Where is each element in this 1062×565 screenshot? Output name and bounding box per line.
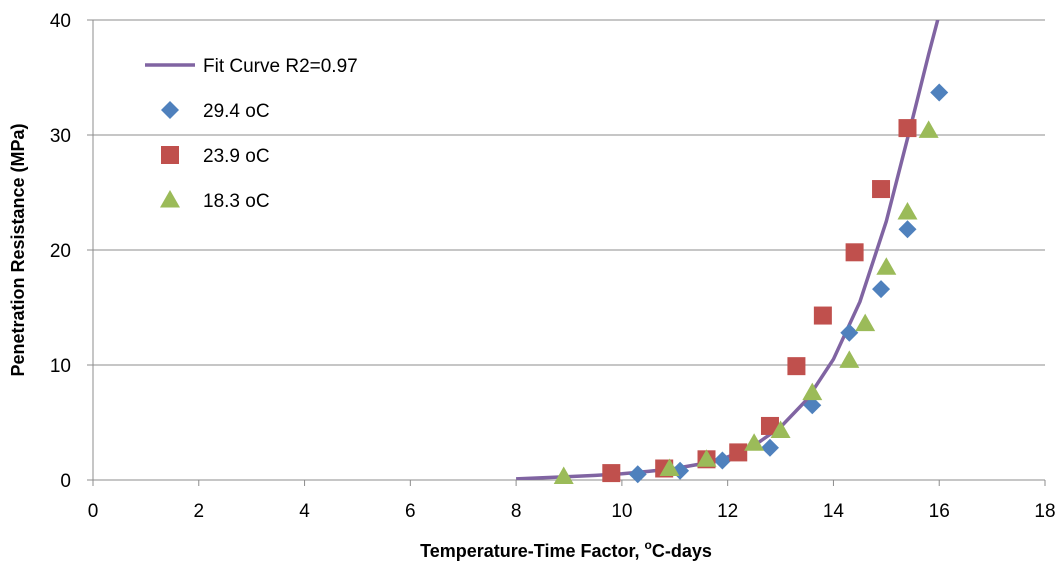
legend-label-triangle: 18.3 oC: [203, 191, 270, 212]
data-point-square: [845, 243, 864, 262]
data-point-square: [898, 119, 917, 138]
x-axis-title: Temperature-Time Factor, oC-days: [420, 538, 712, 561]
legend-swatch-triangle: [160, 190, 180, 208]
series-triangle: [553, 120, 939, 485]
data-point-diamond: [803, 396, 822, 415]
x-tick-label: 6: [405, 501, 416, 522]
data-point-triangle: [897, 202, 918, 220]
legend: Fit Curve R2=0.97 29.4 oC 23.9 oC 18.3 oC: [145, 56, 358, 212]
y-tick-label: 20: [50, 241, 71, 262]
x-tick-label: 8: [511, 501, 522, 522]
legend-label-diamond: 29.4 oC: [203, 101, 270, 122]
tick-labels: 0 10 20 30 40 0 2 4 6 8 10 12 14 16 18: [50, 11, 1056, 522]
data-point-diamond: [872, 280, 891, 299]
fit-curve-group: [516, 20, 940, 480]
x-tick-label: 2: [193, 501, 204, 522]
data-point-diamond: [713, 451, 732, 470]
data-point-triangle: [744, 433, 765, 451]
y-axis-title: Penetration Resistance (MPa): [8, 123, 28, 376]
x-tick-label: 18: [1034, 501, 1055, 522]
x-tick-label: 0: [88, 501, 99, 522]
x-tick-label: 10: [611, 501, 632, 522]
data-point-triangle: [553, 466, 574, 485]
axes: [87, 19, 1046, 486]
data-point-diamond: [628, 465, 647, 484]
grid-lines: [93, 19, 1045, 366]
data-point-triangle: [918, 120, 939, 138]
data-point-diamond: [898, 220, 917, 239]
data-point-square: [872, 180, 891, 199]
x-tick-label: 12: [717, 501, 738, 522]
x-tick-label: 14: [823, 501, 845, 522]
data-point-diamond: [760, 438, 779, 457]
legend-label-fit-curve: Fit Curve R2=0.97: [203, 56, 358, 77]
x-tick-label: 16: [929, 501, 950, 522]
data-point-triangle: [839, 350, 860, 368]
series-diamond: [628, 83, 949, 484]
data-point-diamond: [930, 83, 949, 102]
y-tick-label: 10: [50, 356, 71, 377]
data-point-square: [729, 443, 748, 462]
data-point-square: [602, 464, 621, 483]
data-point-diamond: [840, 323, 859, 342]
data-point-triangle: [802, 382, 823, 401]
data-point-triangle: [696, 449, 717, 467]
data-point-triangle: [876, 257, 897, 275]
data-point-square: [787, 357, 806, 376]
x-tick-label: 4: [299, 501, 310, 522]
y-tick-label: 30: [50, 126, 71, 147]
legend-label-square: 23.9 oC: [203, 146, 270, 167]
y-tick-label: 0: [60, 471, 71, 492]
data-point-triangle: [770, 420, 791, 439]
series-square: [602, 119, 917, 483]
data-point-triangle: [659, 458, 680, 476]
x-axis-title-unit: C-days: [652, 541, 712, 561]
data-points: [553, 83, 949, 485]
data-point-square: [760, 416, 779, 435]
legend-swatch-square: [161, 146, 179, 164]
fit-curve-line: [516, 20, 940, 480]
x-axis-title-superscript: o: [645, 538, 652, 552]
data-point-square: [813, 306, 832, 325]
y-tick-label: 40: [50, 11, 71, 32]
data-point-triangle: [855, 313, 876, 332]
legend-swatch-diamond: [161, 101, 179, 119]
